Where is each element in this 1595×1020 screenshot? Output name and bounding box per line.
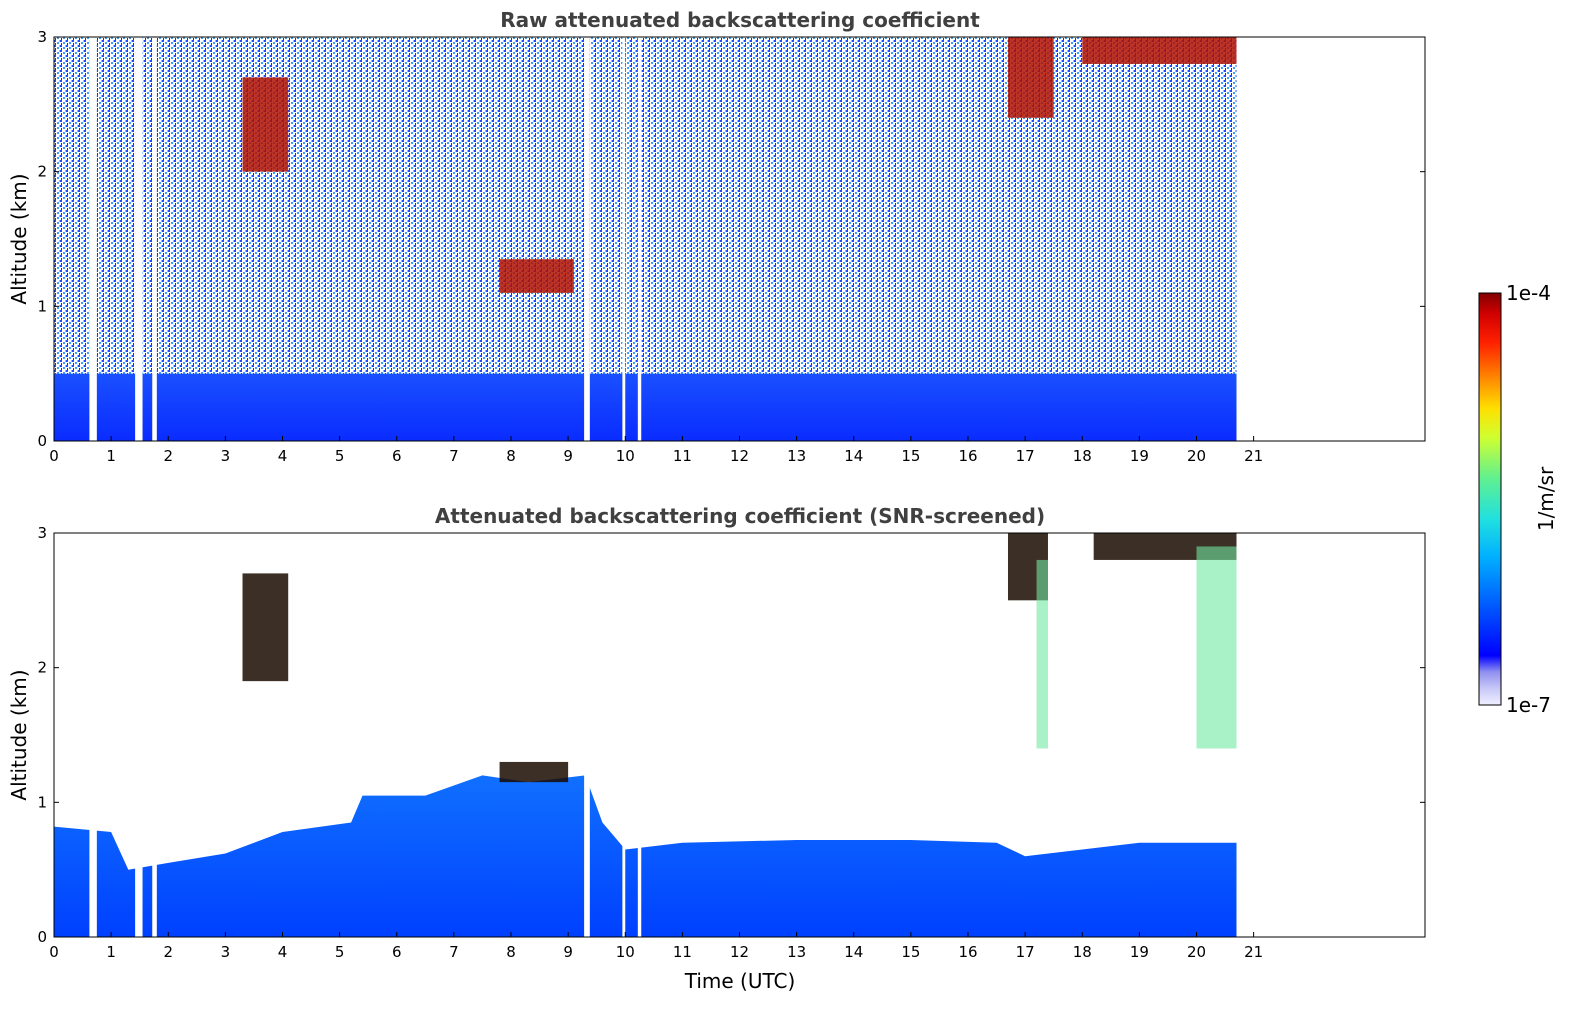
x-tick-label: 9 (563, 447, 573, 465)
x-tick-label: 12 (730, 943, 749, 961)
virga-patch (1196, 546, 1237, 749)
x-tick-label: 0 (49, 447, 59, 465)
x-tick-label: 7 (449, 943, 459, 961)
y-tick-label: 3 (37, 28, 47, 46)
x-tick-label: 14 (844, 943, 863, 961)
x-tick-label: 8 (506, 943, 516, 961)
panel-screened: Attenuated backscattering coefficient (S… (7, 504, 1426, 993)
x-tick-label: 10 (616, 447, 635, 465)
x-tick-label: 15 (901, 447, 920, 465)
data-gap (584, 533, 590, 937)
x-tick-label: 3 (221, 447, 231, 465)
x-tick-label: 18 (1073, 447, 1092, 465)
x-axis: 0 1 2 3 4 5 6 7 8 9 10 11 12 13 14 15 16 17 18 19 20 21 (49, 436, 1263, 465)
x-tick-label: 3 (221, 943, 231, 961)
x-tick-label: 8 (506, 447, 516, 465)
x-tick-label: 2 (163, 943, 173, 961)
colorbar-max-label: 1e-4 (1506, 281, 1551, 305)
data-gap (89, 533, 97, 937)
x-axis: 0 1 2 3 4 5 6 7 8 9 10 11 12 13 14 15 16 17 18 19 20 21 (49, 932, 1263, 961)
y-tick-label: 2 (37, 659, 47, 677)
x-tick-label: 19 (1130, 943, 1149, 961)
cloud-patch (1007, 37, 1054, 118)
x-axis-label: Time (UTC) (684, 969, 796, 993)
heatmap-area (54, 37, 1237, 441)
y-tick-label: 0 (37, 432, 47, 450)
y-tick-label: 3 (37, 524, 47, 542)
x-tick-label: 18 (1073, 943, 1092, 961)
data-gap (584, 37, 590, 441)
y-tick-label: 2 (37, 163, 47, 181)
cloud-patch (1082, 37, 1237, 64)
y-axis-label: Altitude (km) (7, 173, 31, 304)
y-axis: 0 1 2 3 (37, 28, 1425, 450)
x-tick-label: 6 (392, 943, 402, 961)
cloud-patch (499, 761, 569, 783)
boundary-layer (54, 373, 1237, 441)
cloud-patch (242, 573, 289, 682)
virga-patch (1036, 559, 1048, 749)
panel-raw: Raw attenuated backscattering coefficien… (7, 8, 1426, 465)
x-tick-label: 17 (1016, 943, 1035, 961)
x-tick-label: 12 (730, 447, 749, 465)
cloud-patch (242, 77, 289, 172)
y-tick-label: 1 (37, 297, 47, 315)
x-tick-label: 15 (901, 943, 920, 961)
x-tick-label: 10 (616, 943, 635, 961)
colorbar-title: 1/m/sr (1534, 466, 1558, 531)
y-axis: 0 1 2 3 (37, 524, 1425, 946)
data-gap (637, 37, 642, 441)
x-tick-label: 2 (163, 447, 173, 465)
x-tick-label: 4 (278, 447, 288, 465)
x-tick-label: 21 (1244, 943, 1263, 961)
cloud-patch (499, 259, 574, 293)
x-tick-label: 17 (1016, 447, 1035, 465)
x-tick-label: 20 (1187, 943, 1206, 961)
x-tick-label: 0 (49, 943, 59, 961)
data-gap (135, 533, 143, 937)
data-gap (622, 37, 626, 441)
x-tick-label: 16 (958, 943, 977, 961)
x-tick-label: 11 (673, 943, 692, 961)
x-tick-label: 5 (335, 447, 345, 465)
x-tick-label: 20 (1187, 447, 1206, 465)
x-tick-label: 16 (958, 447, 977, 465)
colorbar: 1e-4 1e-7 1/m/sr (1478, 281, 1558, 717)
data-gap (637, 533, 642, 937)
data-gap (622, 533, 626, 937)
x-tick-label: 9 (563, 943, 573, 961)
x-tick-label: 21 (1244, 447, 1263, 465)
x-tick-label: 5 (335, 943, 345, 961)
colorbar-gradient (1478, 292, 1502, 706)
heatmap-area (54, 533, 1237, 937)
x-tick-label: 11 (673, 447, 692, 465)
y-tick-label: 0 (37, 928, 47, 946)
data-gap (135, 37, 143, 441)
x-tick-label: 7 (449, 447, 459, 465)
x-tick-label: 14 (844, 447, 863, 465)
data-gap (89, 37, 97, 441)
x-tick-label: 1 (106, 943, 116, 961)
panel-title: Attenuated backscattering coefficient (S… (435, 504, 1045, 528)
y-tick-label: 1 (37, 793, 47, 811)
data-gap (152, 533, 157, 937)
x-tick-label: 4 (278, 943, 288, 961)
y-axis-label: Altitude (km) (7, 669, 31, 800)
panel-title: Raw attenuated backscattering coefficien… (500, 8, 980, 32)
x-tick-label: 13 (787, 943, 806, 961)
boundary-layer (54, 775, 1237, 937)
x-tick-label: 6 (392, 447, 402, 465)
data-gap (152, 37, 157, 441)
x-tick-label: 19 (1130, 447, 1149, 465)
colorbar-min-label: 1e-7 (1506, 693, 1551, 717)
x-tick-label: 13 (787, 447, 806, 465)
x-tick-label: 1 (106, 447, 116, 465)
